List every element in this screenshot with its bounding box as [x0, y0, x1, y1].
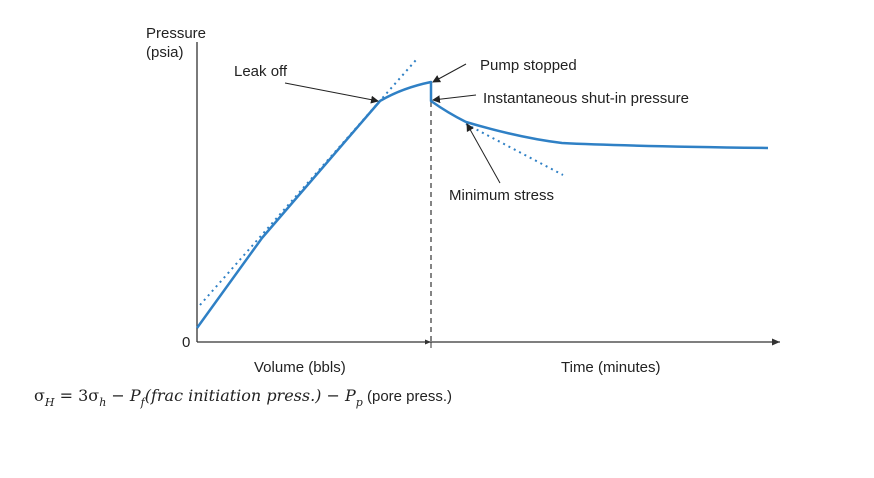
- origin-label: 0: [182, 334, 190, 351]
- formula-pore-text: (pore press.): [362, 388, 453, 405]
- isip-arrow: [432, 94, 477, 104]
- formula-P-f: P: [129, 386, 141, 405]
- formula-sub-H: H: [44, 396, 55, 409]
- formula-eq: = 3σ: [54, 386, 100, 405]
- leak-off-label: Leak off: [234, 63, 288, 80]
- decline-tangent-line: [465, 123, 564, 176]
- leak-off-arrow: [284, 82, 379, 104]
- y-axis-label-line1: Pressure: [146, 25, 206, 42]
- min-stress-arrow: [466, 123, 501, 184]
- formula-P-p: P: [345, 386, 356, 405]
- x-axis-label-volume: Volume (bbls): [254, 359, 346, 376]
- formula-sub-h: h: [99, 396, 107, 409]
- loading-tangent-line: [199, 59, 417, 306]
- stress-formula: σH = 3σh − Pf(frac initiation press.) − …: [34, 386, 452, 409]
- formula-sigma-H: σ: [34, 386, 45, 405]
- formula-minus-1: −: [106, 386, 130, 405]
- formula-sub-p: p: [355, 396, 363, 409]
- mid-axis-arrow: [425, 339, 431, 345]
- formula-minus-2: −: [321, 386, 345, 405]
- x-axis-arrow: [772, 338, 780, 346]
- x-axis-label-time: Time (minutes): [561, 359, 660, 376]
- isip-label: Instantaneous shut-in pressure: [483, 90, 689, 107]
- pressure-curve: [195, 80, 769, 329]
- pump-stopped-arrow: [432, 63, 467, 83]
- min-stress-label: Minimum stress: [449, 187, 554, 204]
- formula-frac-text: (frac initiation press.): [144, 386, 322, 405]
- formula-sub-f: f: [140, 396, 145, 409]
- y-axis-label-line2: (psia): [146, 44, 184, 61]
- pump-stopped-label: Pump stopped: [480, 57, 577, 74]
